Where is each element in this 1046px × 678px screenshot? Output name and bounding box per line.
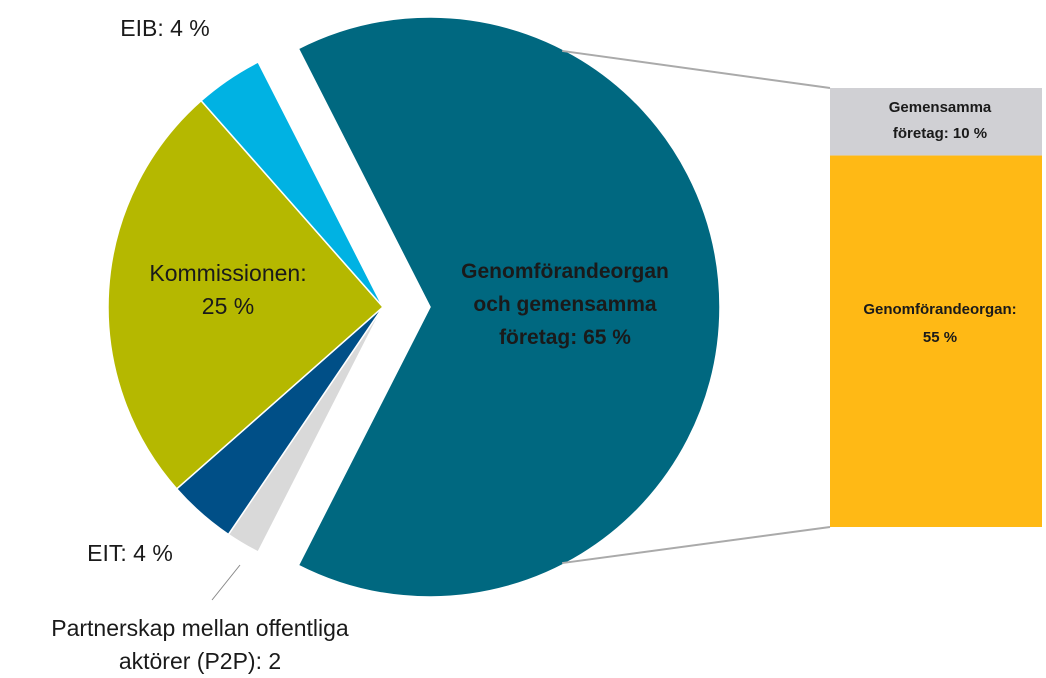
connector-line bbox=[562, 49, 831, 89]
pie-slice bbox=[297, 16, 721, 598]
leader-line bbox=[211, 564, 241, 601]
bar-label: Genomförandeorgan: 55 % bbox=[863, 301, 1016, 346]
slice-label: EIB: 4 % bbox=[120, 15, 209, 41]
breakdown-bar bbox=[830, 155, 1042, 528]
slice-label: Kommissionen: 25 % bbox=[149, 260, 306, 319]
connector-line bbox=[562, 526, 831, 565]
pie-slice bbox=[200, 60, 384, 308]
slice-label: EIT: 4 % bbox=[87, 540, 173, 566]
pie-slice bbox=[107, 99, 385, 490]
bar-label: Gemensamma företag: 10 % bbox=[889, 99, 992, 142]
slice-label: Genomförandeorgan och gemensamma företag: … bbox=[461, 260, 669, 349]
breakdown-bar bbox=[830, 88, 1042, 156]
slice-label: Partnerskap mellan offentliga aktörer (P2… bbox=[51, 615, 349, 674]
